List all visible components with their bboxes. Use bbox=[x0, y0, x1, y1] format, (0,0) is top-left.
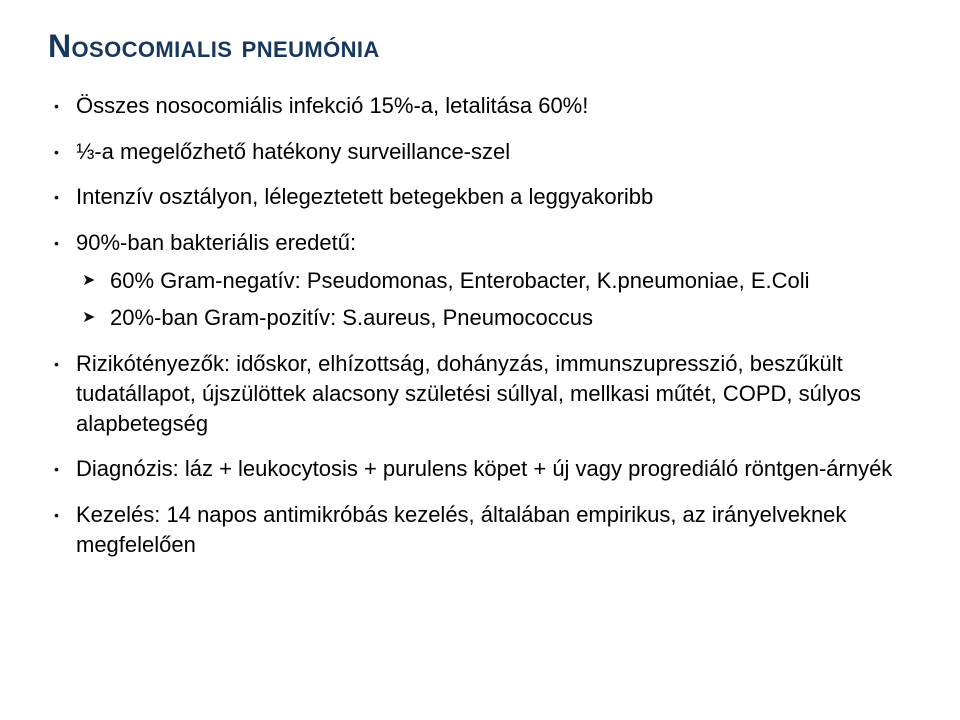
list-item-text: Intenzív osztályon, lélegeztetett betege… bbox=[76, 184, 653, 209]
list-item: Kezelés: 14 napos antimikróbás kezelés, … bbox=[48, 500, 912, 559]
sub-bullet-list: 60% Gram-negatív: Pseudomonas, Enterobac… bbox=[76, 266, 912, 333]
list-item-text: Összes nosocomiális infekció 15%-a, leta… bbox=[76, 93, 588, 118]
list-item: 60% Gram-negatív: Pseudomonas, Enterobac… bbox=[76, 266, 912, 296]
list-item-text: Rizikótényezők: időskor, elhízottság, do… bbox=[76, 351, 861, 435]
list-item-text: 60% Gram-negatív: Pseudomonas, Enterobac… bbox=[110, 268, 810, 293]
list-item: Diagnózis: láz + leukocytosis + purulens… bbox=[48, 454, 912, 484]
list-item: 90%-ban bakteriális eredetű: 60% Gram-ne… bbox=[48, 228, 912, 333]
list-item-text: 90%-ban bakteriális eredetű: bbox=[76, 230, 356, 255]
list-item-text: Diagnózis: láz + leukocytosis + purulens… bbox=[76, 456, 892, 481]
list-item: ⅓-a megelőzhető hatékony surveillance-sz… bbox=[48, 137, 912, 167]
list-item: Összes nosocomiális infekció 15%-a, leta… bbox=[48, 91, 912, 121]
list-item: 20%-ban Gram-pozitív: S.aureus, Pneumoco… bbox=[76, 303, 912, 333]
slide-title: Nosocomialis pneumónia bbox=[48, 28, 912, 65]
list-item: Rizikótényezők: időskor, elhízottság, do… bbox=[48, 349, 912, 438]
list-item-text: 20%-ban Gram-pozitív: S.aureus, Pneumoco… bbox=[110, 305, 593, 330]
slide: Nosocomialis pneumónia Összes nosocomiál… bbox=[0, 0, 960, 720]
list-item-text: Kezelés: 14 napos antimikróbás kezelés, … bbox=[76, 502, 846, 557]
list-item-text: ⅓-a megelőzhető hatékony surveillance-sz… bbox=[76, 139, 510, 164]
list-item: Intenzív osztályon, lélegeztetett betege… bbox=[48, 182, 912, 212]
bullet-list: Összes nosocomiális infekció 15%-a, leta… bbox=[48, 91, 912, 559]
